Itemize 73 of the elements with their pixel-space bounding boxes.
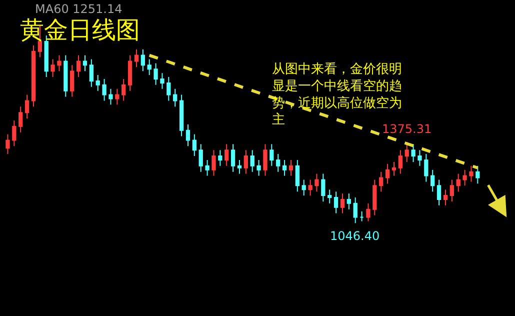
candlestick xyxy=(456,173,460,192)
candlestick xyxy=(6,134,10,155)
candlestick xyxy=(140,48,145,72)
candlestick xyxy=(122,78,126,102)
candlestick xyxy=(430,169,435,192)
candlestick xyxy=(230,144,236,172)
candlestick xyxy=(82,54,88,72)
candlestick xyxy=(96,74,100,92)
candlestick xyxy=(205,159,210,176)
candlestick xyxy=(308,179,312,196)
candlestick xyxy=(50,58,55,78)
candlestick xyxy=(418,150,422,166)
candlestick xyxy=(462,169,467,186)
candlestick xyxy=(321,173,326,202)
candlestick xyxy=(346,193,351,210)
candlestick xyxy=(192,134,196,157)
candlestick xyxy=(18,106,23,133)
candlestick xyxy=(186,124,190,147)
candlestick xyxy=(450,179,454,202)
candlestick xyxy=(147,58,152,76)
candlestick xyxy=(108,88,113,106)
candlestick xyxy=(134,48,139,68)
candlestick xyxy=(166,76,171,102)
candlestick xyxy=(469,165,474,182)
candlestick xyxy=(224,144,229,166)
candlestick xyxy=(443,189,448,206)
candlestick xyxy=(173,88,178,108)
candlestick xyxy=(340,193,345,214)
candlestick xyxy=(76,54,81,78)
candlestick xyxy=(89,58,94,88)
candlestick xyxy=(270,144,274,166)
candlestick xyxy=(24,94,30,119)
candlestick xyxy=(436,179,442,206)
candlestick xyxy=(392,161,396,176)
candlestick xyxy=(102,78,106,102)
candlestick xyxy=(366,202,370,222)
candlestick xyxy=(244,150,248,174)
candlestick xyxy=(263,144,268,176)
candlestick xyxy=(237,159,242,174)
candlestick xyxy=(411,144,416,162)
candlestick xyxy=(372,179,377,216)
candlestick xyxy=(212,150,216,176)
candlestick xyxy=(276,154,280,172)
candlestick xyxy=(31,44,36,108)
text: MA60 1251.14 xyxy=(35,2,122,16)
candlestick xyxy=(398,150,402,174)
candlestick xyxy=(295,159,300,192)
candlestick xyxy=(288,159,294,176)
annotation: 1046.40 xyxy=(330,229,380,243)
candlestick xyxy=(282,159,287,176)
candlestick xyxy=(328,189,332,204)
candlestick xyxy=(302,179,306,196)
candlestick xyxy=(314,173,319,192)
candlestick xyxy=(476,165,480,184)
candlestick xyxy=(385,163,390,184)
candlestick xyxy=(379,171,384,192)
candlestick xyxy=(198,144,203,172)
candlestick xyxy=(334,191,338,214)
candlestick xyxy=(179,94,184,137)
candlestick xyxy=(250,150,254,172)
candlestick xyxy=(64,54,68,98)
candlestick xyxy=(424,154,428,182)
candlestick xyxy=(256,159,261,176)
candlestick xyxy=(360,210,364,222)
candlestick xyxy=(70,64,74,98)
candlestick xyxy=(160,72,164,90)
candlestick xyxy=(154,62,158,86)
candlestick xyxy=(353,197,358,224)
candlestick xyxy=(12,120,16,147)
candlestick xyxy=(218,150,222,166)
candlestick xyxy=(115,88,120,106)
candlestick xyxy=(128,54,132,92)
candlestick xyxy=(57,54,62,72)
